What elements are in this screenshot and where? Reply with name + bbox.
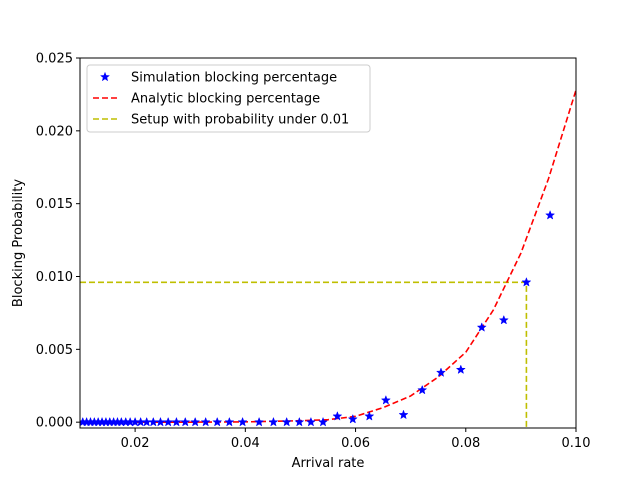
x-axis-ticks: 0.02 0.04 0.06 0.08 0.10 — [121, 428, 591, 451]
legend-marker — [99, 71, 111, 82]
data-point — [347, 413, 358, 424]
data-point — [380, 395, 391, 405]
x-tick-label: 0.06 — [341, 436, 370, 451]
series-simulation-blocking-percentage — [80, 210, 556, 427]
y-tick-label: 0.015 — [36, 197, 73, 212]
data-point — [155, 416, 166, 427]
data-point — [237, 416, 248, 427]
data-point — [212, 416, 223, 427]
x-tick-label: 0.10 — [562, 436, 591, 451]
plot-content — [80, 89, 576, 428]
y-tick-label: 0.020 — [36, 124, 73, 139]
plot-frame — [79, 57, 577, 429]
x-tick-label: 0.08 — [451, 436, 480, 451]
legend-entry: Analytic blocking percentage — [93, 92, 320, 107]
y-tick-label: 0.025 — [36, 52, 73, 67]
data-point — [268, 416, 279, 427]
y-axis-ticks: 0.000 0.005 0.010 0.015 0.020 0.025 — [36, 52, 80, 431]
series-analytic-blocking-percentage-line — [80, 89, 576, 423]
data-point — [281, 416, 292, 427]
data-point — [417, 384, 428, 395]
legend-label: Simulation blocking percentage — [131, 71, 337, 86]
data-point — [455, 364, 466, 375]
series-setup-with-probability-under-0-01-line — [80, 281, 528, 428]
y-tick-label: 0.005 — [36, 343, 73, 358]
plot-area — [80, 89, 576, 428]
data-point — [254, 416, 265, 427]
x-axis-label: Arrival rate — [292, 456, 365, 471]
data-point — [141, 416, 152, 427]
data-point — [148, 416, 159, 427]
data-point — [435, 367, 447, 377]
legend-label: Setup with probability under 0.01 — [131, 113, 349, 128]
data-point — [364, 411, 375, 421]
y-tick-label: 0.000 — [36, 416, 73, 431]
data-point — [224, 416, 235, 427]
data-point — [171, 416, 182, 427]
data-point — [545, 210, 556, 220]
x-tick-label: 0.02 — [121, 436, 150, 451]
data-point — [200, 416, 211, 427]
legend: Simulation blocking percentage Analytic b… — [86, 64, 371, 133]
data-point — [332, 411, 343, 421]
data-point — [476, 322, 487, 332]
data-point — [317, 416, 329, 427]
legend-entry: Simulation blocking percentage — [99, 71, 337, 86]
data-point — [498, 314, 509, 325]
x-tick-label: 0.04 — [231, 436, 260, 451]
legend-box — [86, 64, 371, 133]
legend-entry: Setup with probability under 0.01 — [93, 113, 349, 128]
y-axis-label: Blocking Probability — [11, 179, 26, 307]
data-point — [305, 416, 316, 427]
data-point — [521, 277, 532, 287]
data-point — [190, 416, 201, 427]
data-point — [180, 416, 191, 427]
y-tick-label: 0.010 — [36, 270, 73, 285]
data-point — [163, 416, 174, 427]
legend-label: Analytic blocking percentage — [131, 92, 320, 107]
data-point — [398, 409, 409, 420]
data-point — [294, 416, 305, 427]
